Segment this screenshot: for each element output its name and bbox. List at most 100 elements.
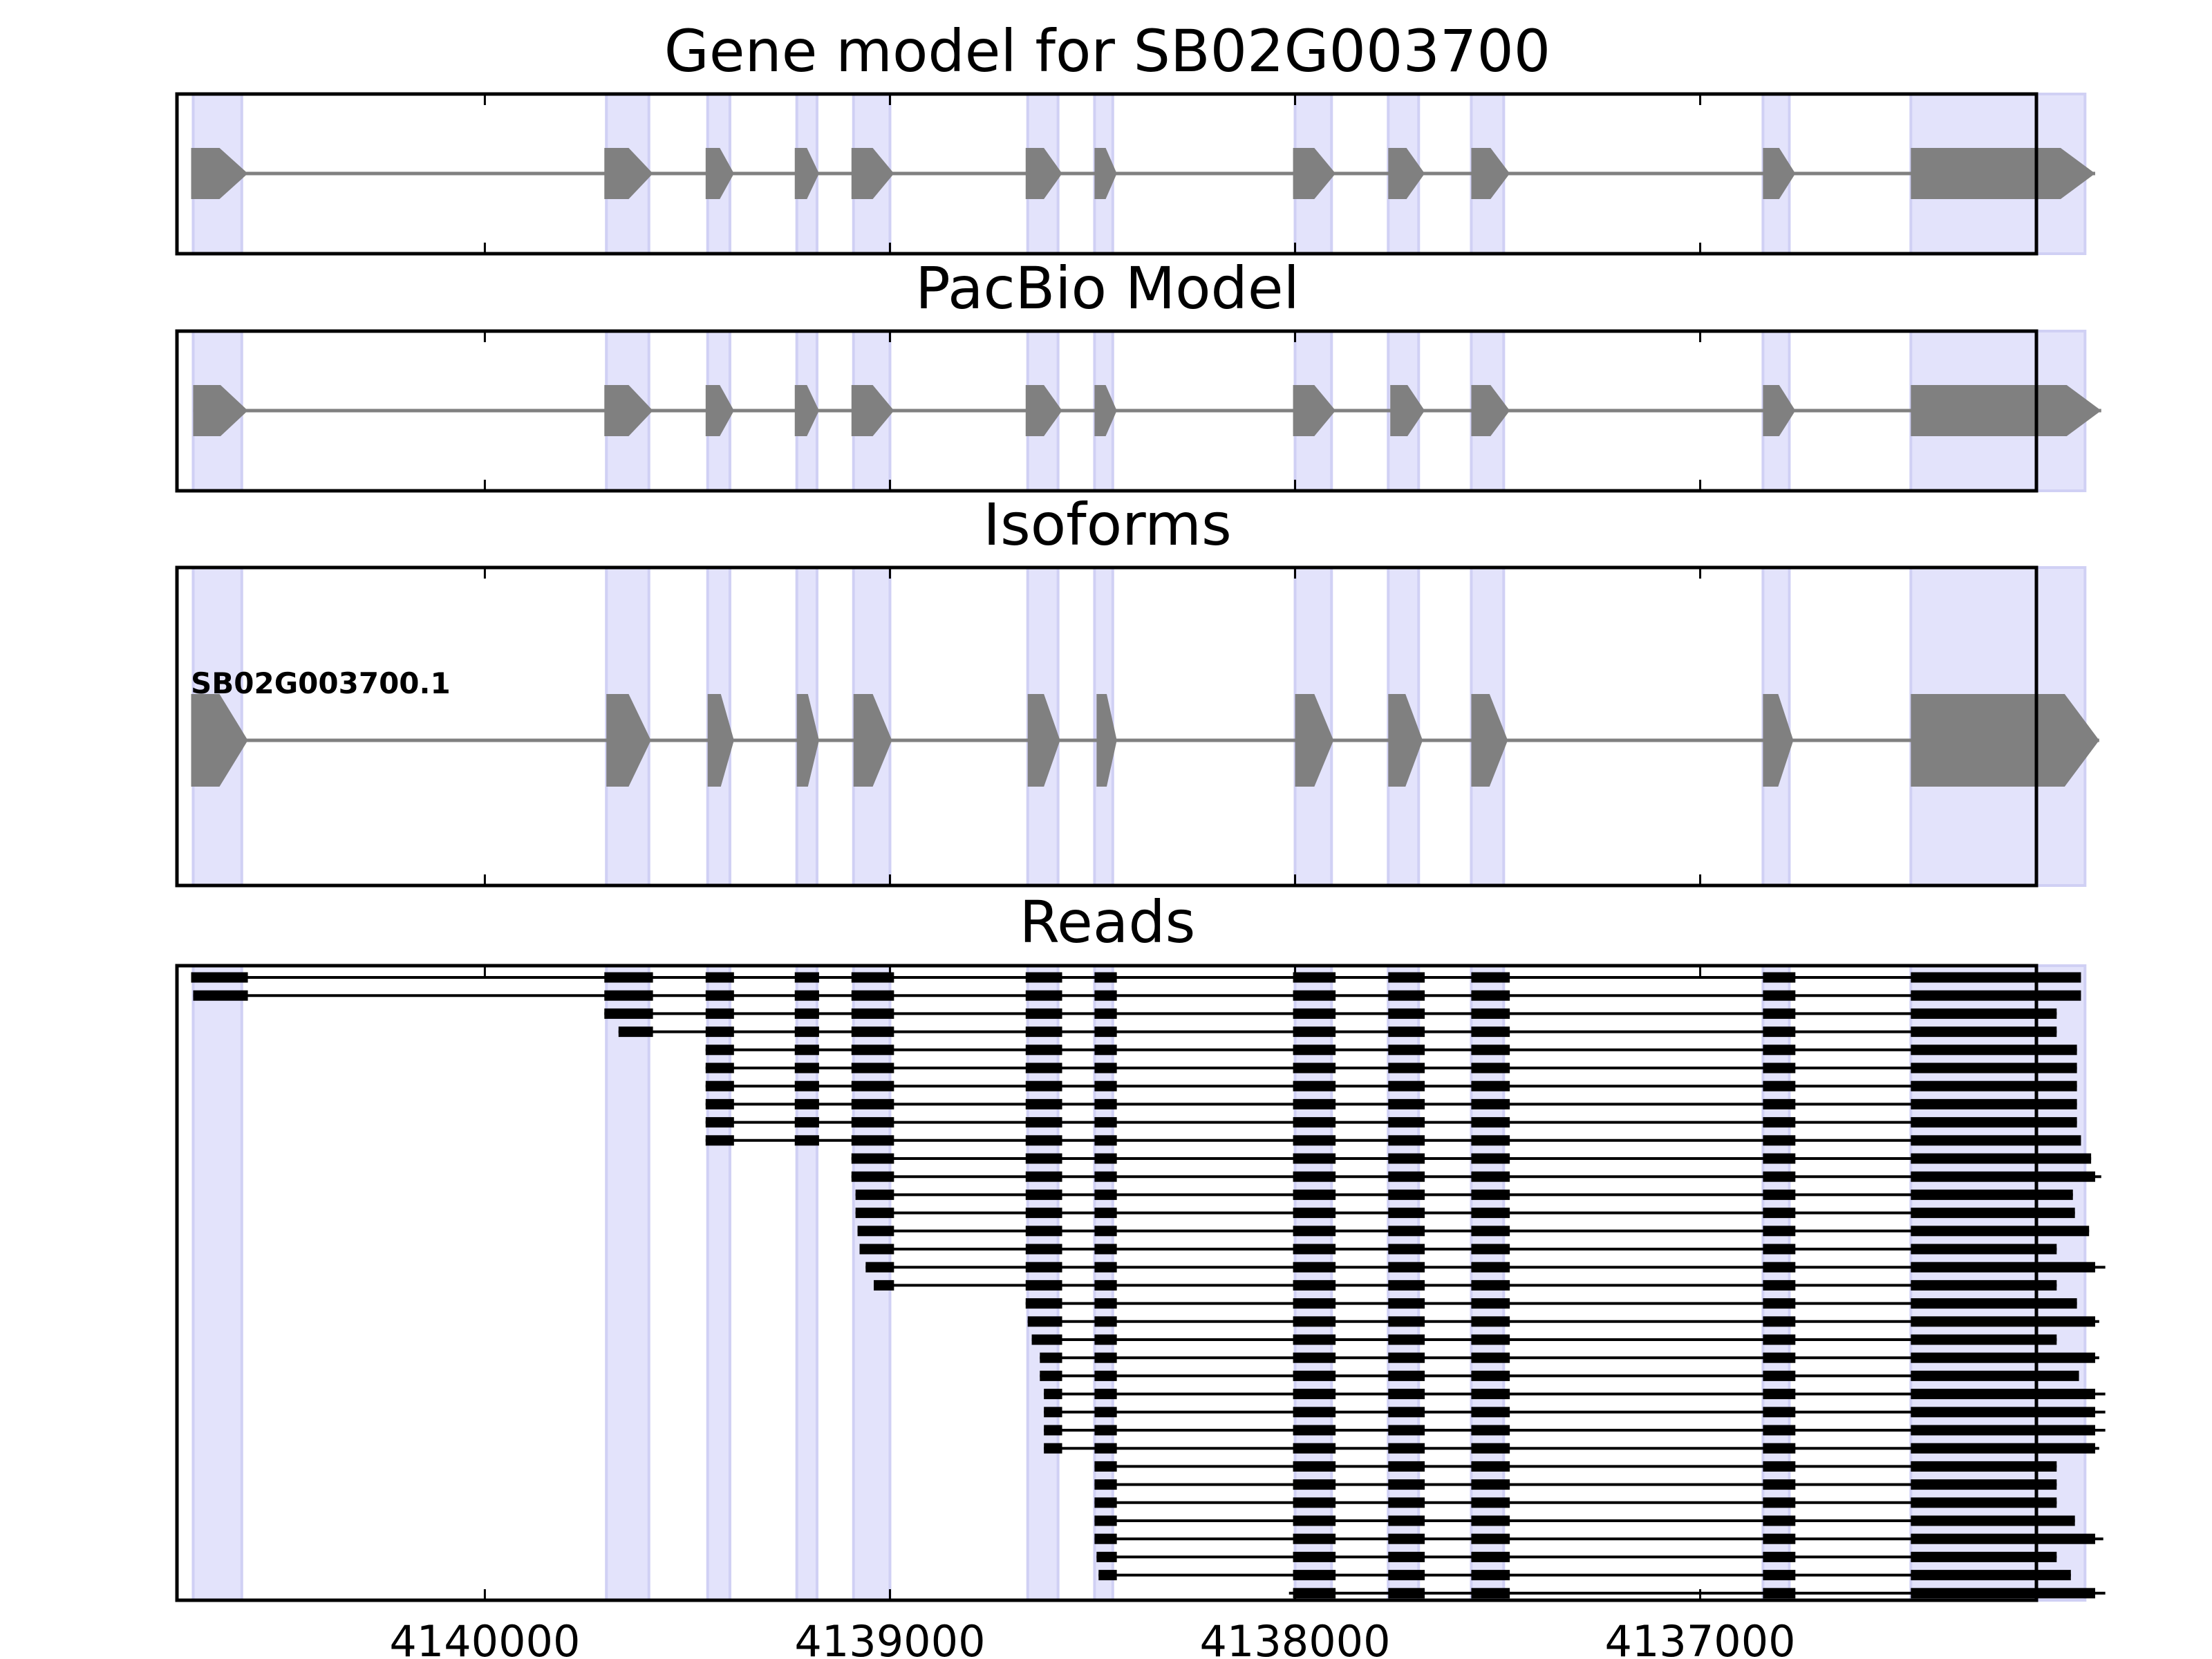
exon-arrow	[705, 385, 734, 436]
read-exon-block	[1763, 1262, 1796, 1273]
read-exon-block	[1025, 1135, 1062, 1146]
read-exon-block	[1388, 1334, 1425, 1345]
read-exon-block	[1293, 1262, 1336, 1273]
read-exon-block	[1388, 1389, 1425, 1400]
read-exon-block	[1388, 1117, 1425, 1128]
read-exon-block	[1025, 1062, 1062, 1074]
panel-title-pacbio-model: PacBio Model	[915, 254, 1300, 322]
exon-arrow	[1763, 148, 1796, 199]
read-exon-block	[1911, 1171, 2095, 1182]
read-exon-block	[618, 1027, 653, 1038]
read-exon-block	[1471, 1425, 1510, 1436]
read-exon-block	[1094, 1298, 1117, 1309]
read-exon-block	[1293, 1008, 1336, 1019]
exon-arrow	[1763, 385, 1796, 436]
read-exon-block	[1094, 1062, 1117, 1074]
read-exon-block	[1471, 1135, 1510, 1146]
read-exon-block	[1763, 1098, 1796, 1109]
read-exon-block	[1025, 1098, 1062, 1109]
read-exon-block	[1293, 1443, 1336, 1454]
read	[1094, 1461, 2057, 1472]
read-exon-block	[1388, 1044, 1425, 1056]
read-exon-block	[1763, 1389, 1796, 1400]
read-exon-block	[1094, 1044, 1117, 1056]
read-exon-block	[1025, 1153, 1062, 1164]
read-exon-block	[1388, 1570, 1425, 1581]
read-exon-block	[1293, 1298, 1336, 1309]
read-exon-block	[1388, 1262, 1425, 1273]
read-exon-block	[874, 1280, 894, 1291]
read-exon-block	[1388, 1027, 1425, 1038]
panel-pacbio-model	[175, 329, 2101, 493]
read-exon-block	[193, 990, 248, 1001]
read-exon-block	[1911, 1062, 2077, 1074]
read-exon-block	[1094, 1352, 1117, 1363]
read-exon-block	[1098, 1570, 1117, 1581]
read	[1044, 1425, 2106, 1436]
read-exon-block	[1094, 1497, 1117, 1508]
read-exon-block	[794, 972, 819, 983]
exon-group	[191, 694, 2099, 787]
read-exon-block	[1094, 1244, 1117, 1255]
read-exon-block	[1094, 1135, 1117, 1146]
read-exon-block	[1911, 1226, 2090, 1237]
read-exon-block	[1094, 1533, 1117, 1544]
tick-group	[483, 331, 1702, 491]
isoform-label: SB02G003700.1	[191, 666, 451, 700]
read-exon-block	[1763, 1080, 1796, 1091]
read-exon-block	[1388, 1208, 1425, 1219]
read	[1098, 1570, 2071, 1581]
read-exon-block	[1471, 1316, 1510, 1327]
read-exon-block	[1763, 1117, 1796, 1128]
read-exon-block	[1293, 1135, 1336, 1146]
read-exon-block	[1763, 1027, 1796, 1038]
read-exon-block	[1094, 1443, 1117, 1454]
x-axis-tick-labels: 4140000 4139000 4138000 4137000	[389, 1616, 1795, 1659]
read-exon-block	[1471, 1461, 1510, 1472]
read-exon-block	[1094, 1226, 1117, 1237]
exon-arrow	[1094, 385, 1117, 436]
read-exon-block	[1763, 1171, 1796, 1182]
panel-title-isoforms: Isoforms	[983, 491, 1232, 559]
read-exon-block	[1471, 1027, 1510, 1038]
read-exon-block	[851, 990, 894, 1001]
read-exon-block	[1763, 1479, 1796, 1490]
read-exon-block	[1763, 1226, 1796, 1237]
read-exon-block	[1471, 1570, 1510, 1581]
read-exon-block	[1911, 1515, 2075, 1526]
read-exon-block	[1471, 1479, 1510, 1490]
read-exon-block	[1094, 1027, 1117, 1038]
exon-arrow	[604, 148, 653, 199]
read-exon-block	[1911, 1570, 2071, 1581]
read-exon-block	[1094, 1008, 1117, 1019]
read-exon-block	[1040, 1370, 1062, 1381]
read-exon-block	[705, 990, 734, 1001]
read-exon-block	[1094, 1208, 1117, 1219]
read-exon-block	[1293, 1533, 1336, 1544]
read-exon-block	[1388, 1497, 1425, 1508]
read	[1040, 1352, 2099, 1363]
read-exon-block	[1293, 972, 1336, 983]
read	[855, 1189, 2073, 1200]
exon-arrow	[1025, 148, 1062, 199]
exon-arrow	[1911, 694, 2099, 787]
read	[193, 990, 2081, 1001]
read-exon-block	[1471, 1497, 1510, 1508]
read-exon-block	[865, 1262, 894, 1273]
read-exon-block	[1388, 1316, 1425, 1327]
exon-highlight-band	[191, 964, 243, 1602]
read	[859, 1244, 2057, 1255]
read	[705, 1135, 2081, 1146]
exon-arrow	[851, 385, 894, 436]
read	[618, 1027, 2057, 1038]
read	[604, 1008, 2057, 1019]
read-exon-block	[1293, 1588, 1336, 1599]
read-exon-block	[604, 1008, 653, 1019]
read-exon-block	[1293, 1479, 1336, 1490]
read-exon-block	[1763, 1425, 1796, 1436]
read-exon-block	[1025, 1080, 1062, 1091]
panel-frame	[175, 92, 2038, 256]
read-exon-block	[1293, 1027, 1336, 1038]
exon-arrow	[191, 694, 248, 787]
